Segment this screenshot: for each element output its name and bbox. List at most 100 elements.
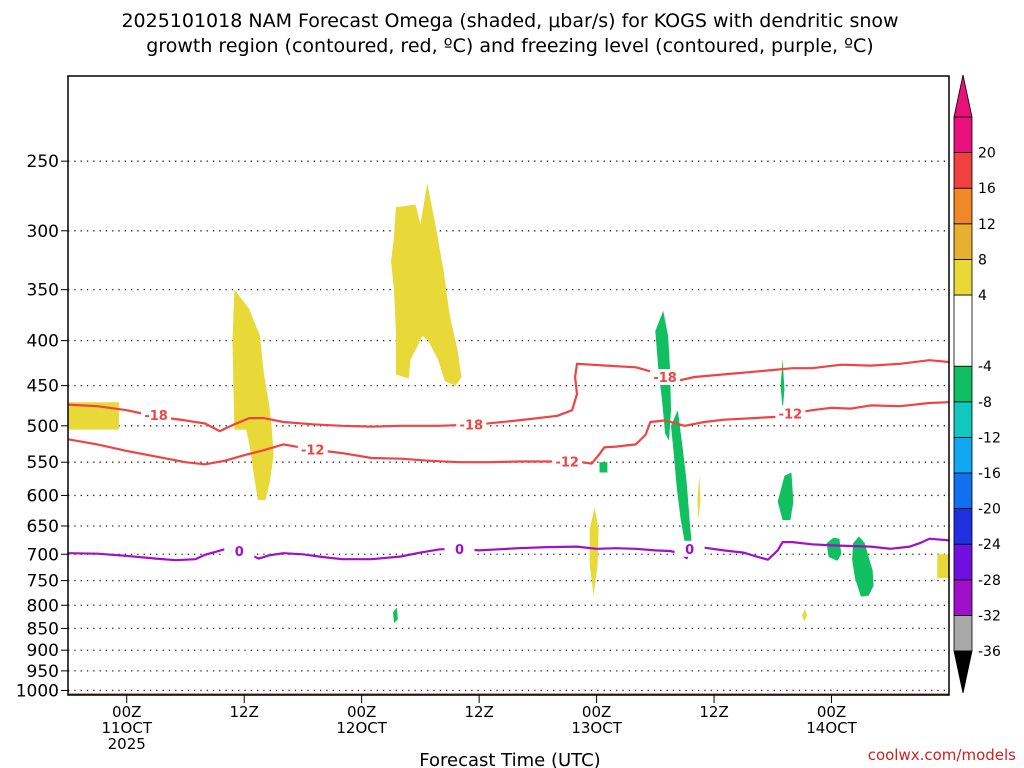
- contour-label: -12: [555, 456, 579, 471]
- omega-region: [671, 410, 692, 543]
- contour-label-bg: [141, 406, 172, 423]
- contour-label: -18: [144, 409, 168, 424]
- colorbar-tick-label: 20: [978, 146, 996, 162]
- colorbar-tick-label: 8: [978, 252, 987, 268]
- contour-label: -12: [779, 407, 803, 422]
- colorbar-swatch: [953, 436, 973, 474]
- colorbar-tick-label: -32: [978, 608, 1001, 624]
- colorbar-top-arrow: [953, 74, 973, 118]
- x-tick-label: 14OCT: [806, 719, 857, 737]
- ground-layer: [68, 693, 949, 695]
- x-axis-title: Forecast Time (UTC): [419, 750, 600, 768]
- colorbar-tick-label: 16: [978, 181, 996, 197]
- contour-line: [68, 401, 949, 466]
- x-tick-label: 00Z: [112, 703, 141, 721]
- contour-label-bg: [444, 540, 475, 557]
- colorbar-swatch: [953, 223, 973, 260]
- colorbar-bottom-arrow: [953, 650, 973, 694]
- contour-label: -12: [301, 444, 325, 459]
- y-tick-label: 650: [27, 517, 59, 537]
- y-tick-label: 450: [27, 377, 59, 397]
- contour-label-bg: [674, 540, 705, 557]
- colorbar-tick-label: -24: [978, 537, 1001, 553]
- contour-label-bg: [456, 416, 487, 433]
- colorbar-swatch: [953, 508, 973, 545]
- omega-region: [937, 554, 949, 579]
- contour-label: 0: [235, 545, 244, 560]
- colorbar-tick-label: 4: [978, 288, 987, 304]
- omega-shading: [68, 183, 949, 623]
- ground-band: [68, 693, 949, 695]
- colorbar-swatch: [953, 401, 973, 438]
- y-tick-label: 750: [27, 572, 59, 592]
- colorbar-swatch: [953, 187, 973, 225]
- contour-label-bg: [224, 542, 255, 559]
- x-tick-label: 12Z: [464, 703, 493, 721]
- colorbar-swatch: [953, 152, 973, 189]
- colorbar: 20 16 12 8 4 -4 -8 -12 -16 -20 -24 -28 -32 -36: [953, 74, 1001, 694]
- colorbar-swatch: [953, 543, 973, 581]
- y-tick-label: 850: [27, 619, 59, 639]
- contour-line: [68, 537, 949, 562]
- y-tick-label: 950: [27, 662, 59, 682]
- x-tick-label: 00Z: [582, 703, 611, 721]
- y-tick-label: 600: [27, 486, 59, 506]
- x-tick-label: 2025: [108, 735, 146, 753]
- omega-region: [393, 607, 398, 623]
- contour-label: -18: [653, 371, 677, 386]
- contour-label: 0: [685, 543, 694, 558]
- y-axis: 2503003504004505005506006507007508008509…: [16, 152, 68, 701]
- site-credit[interactable]: coolwx.com/models: [868, 746, 1016, 764]
- contour-label-bg: [775, 405, 806, 422]
- contour-line: [68, 359, 949, 433]
- omega-region: [852, 536, 874, 597]
- omega-region: [802, 609, 808, 622]
- contour-label-bg: [650, 369, 681, 386]
- colorbar-tick-label: -12: [978, 430, 1001, 446]
- contour-label: -18: [460, 418, 484, 433]
- x-tick-label: 12OCT: [336, 719, 387, 737]
- colorbar-swatch: [953, 365, 973, 403]
- colorbar-swatch: [953, 615, 973, 652]
- omega-region: [391, 183, 462, 386]
- contours: [68, 359, 949, 562]
- y-tick-label: 400: [27, 332, 59, 352]
- y-tick-label: 300: [27, 222, 59, 242]
- colorbar-tick-label: -36: [978, 644, 1001, 660]
- x-tick-label: 00Z: [817, 703, 846, 721]
- colorbar-tick-label: -28: [978, 573, 1001, 589]
- omega-region: [777, 472, 794, 521]
- contour-label-bg: [297, 441, 328, 458]
- x-tick-label: 13OCT: [571, 719, 622, 737]
- x-tick-label: 12Z: [230, 703, 259, 721]
- x-tick-label: 12Z: [699, 703, 728, 721]
- plot-frame: [67, 75, 950, 696]
- colorbar-swatch: [953, 116, 973, 153]
- omega-region: [780, 359, 785, 411]
- omega-region: [599, 462, 608, 473]
- omega-region: [232, 289, 274, 500]
- omega-region: [68, 402, 119, 430]
- y-tick-label: 900: [27, 641, 59, 661]
- y-tick-label: 250: [27, 152, 59, 172]
- chart-title-line-1: 2025101018 NAM Forecast Omega (shaded, μ…: [121, 10, 898, 32]
- x-tick-label: 00Z: [347, 703, 376, 721]
- contour-labels: -18 -18 -18 -12 -12 -12 0 0 0: [141, 369, 806, 560]
- contour-label: 0: [455, 543, 464, 558]
- omega-region: [589, 507, 599, 596]
- y-tick-label: 700: [27, 545, 59, 565]
- colorbar-swatch: [953, 258, 973, 296]
- y-tick-label: 550: [27, 453, 59, 473]
- y-tick-label: 350: [27, 281, 59, 301]
- contour-label-bg: [552, 453, 583, 470]
- colorbar-tick-label: -8: [978, 395, 992, 411]
- colorbar-tick-label: -20: [978, 502, 1001, 518]
- chart-title-line-2: growth region (contoured, red, ºC) and f…: [146, 35, 873, 57]
- colorbar-tick-label: -16: [978, 466, 1001, 482]
- y-tick-label: 800: [27, 596, 59, 616]
- y-tick-label: 500: [27, 417, 59, 437]
- x-tick-label: 11OCT: [101, 719, 152, 737]
- colorbar-swatch: [953, 579, 973, 616]
